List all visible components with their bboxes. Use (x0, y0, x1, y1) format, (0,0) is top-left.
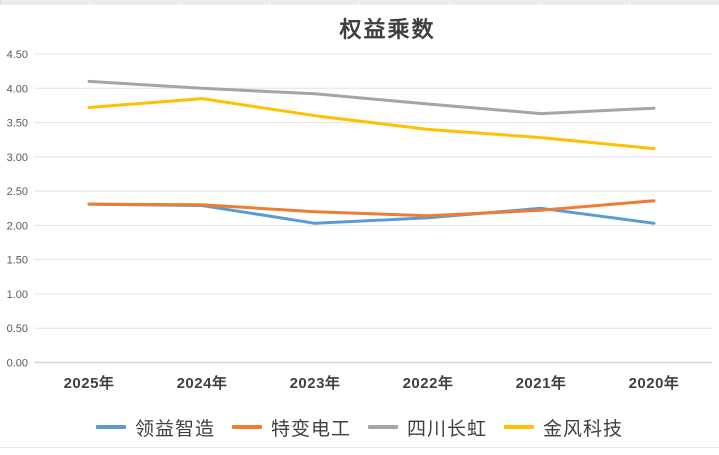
legend-item-领益智造: 领益智造 (95, 414, 215, 441)
series-line-金风科技 (87, 97, 656, 151)
strip-segment-divider (449, 0, 450, 5)
bottom-divider (0, 447, 719, 448)
series-line-四川长虹 (87, 79, 656, 116)
x-axis-label: 2021年 (515, 375, 567, 392)
x-axis-label: 2020年 (628, 375, 680, 392)
strip-segment-divider (359, 0, 360, 5)
spreadsheet-edge-strip (0, 0, 719, 5)
y-tick-label: 2.50 (7, 186, 28, 198)
legend-label: 金风科技 (543, 418, 624, 440)
strip-segment-divider (179, 0, 180, 5)
x-axis-label: 2024年 (176, 375, 228, 392)
strip-segment-divider (539, 0, 540, 5)
legend-marker-icon (368, 425, 398, 429)
legend-marker-icon (231, 425, 262, 429)
chart-title: 权益乘数 (339, 17, 436, 42)
legend: 领益智造 特变电工 四川长虹 金风科技 (0, 412, 719, 442)
y-tick-label: 0.50 (7, 323, 28, 335)
x-axis-label: 2025年 (63, 375, 115, 392)
strip-segment-divider (89, 0, 90, 5)
y-tick-label: 3.00 (7, 152, 28, 164)
legend-label: 领益智造 (134, 418, 215, 440)
y-tick-label: 1.00 (7, 289, 28, 301)
strip-segment-divider (269, 0, 270, 5)
y-tick-label: 0.00 (7, 358, 28, 370)
legend-marker-icon (504, 425, 535, 429)
legend-marker-icon (95, 425, 126, 429)
x-axis-label: 2022年 (402, 375, 454, 392)
y-tick-label: 1.50 (7, 255, 28, 267)
y-tick-label: 3.50 (7, 118, 28, 130)
strip-segment-divider (629, 0, 630, 5)
y-tick-label: 4.00 (7, 83, 28, 95)
legend-label: 特变电工 (270, 418, 351, 440)
x-axis-label: 2023年 (289, 375, 341, 392)
legend-item-金风科技: 金风科技 (504, 414, 623, 441)
legend-label: 四川长虹 (407, 418, 488, 440)
legend-item-四川长虹: 四川长虹 (368, 414, 487, 441)
y-tick-label: 2.00 (7, 220, 28, 232)
series-line-特变电工 (87, 199, 656, 218)
legend-item-特变电工: 特变电工 (231, 414, 351, 441)
y-tick-label: 4.50 (7, 49, 28, 61)
